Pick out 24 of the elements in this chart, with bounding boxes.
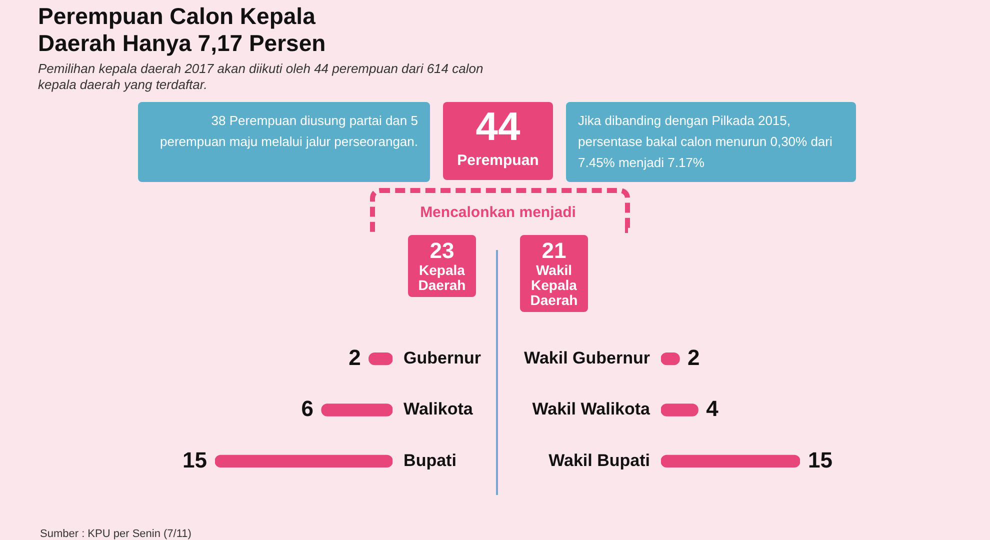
text: Kepala Daerah: [418, 262, 466, 293]
data-label: 4: [706, 396, 720, 422]
text: Perempuan: [443, 150, 553, 180]
chart-title: 21: [540, 238, 568, 263]
text: 38 Perempuan diusung partai dan 5 perempuan maju melalui jalur perseorangan.: [138, 102, 430, 182]
text: Mencalonkan menjadi: [400, 204, 596, 221]
chart-subtitle: Wakil Kepala Daerah: [530, 262, 578, 308]
y-tick-label: Bupati: [404, 450, 456, 470]
y-tick-label: Wakil Walikota: [532, 400, 651, 419]
data-label: 15: [182, 447, 207, 472]
data-label: 6: [301, 396, 314, 422]
y-tick-label: Gubernur: [404, 348, 482, 368]
text: Jika dibanding dengan Pilkada 2015, persentase bakal calon menurun 0,30% dari 7.45% menjadi 7.17%: [566, 102, 856, 182]
data-label: 15: [808, 447, 832, 472]
text: Sumber : KPU per Senin (7/11): [40, 528, 192, 540]
text: Pemilihan kepala daerah 2017 akan diikuti oleh 44 perempuan dari 614 calon kepala daerah yang terdaftar.: [38, 61, 484, 93]
data-label: 2: [348, 344, 361, 370]
y-tick-label: Wakil Bupati: [548, 450, 650, 470]
y-tick-label: Wakil Gubernur: [524, 348, 650, 368]
text: Perempuan Calon Kepala Daerah Hanya 7,17 Persen: [38, 3, 327, 57]
text: 23: [428, 238, 456, 263]
text: 44: [443, 102, 553, 152]
data-label: 2: [688, 344, 700, 370]
y-tick-label: Walikota: [404, 400, 474, 419]
